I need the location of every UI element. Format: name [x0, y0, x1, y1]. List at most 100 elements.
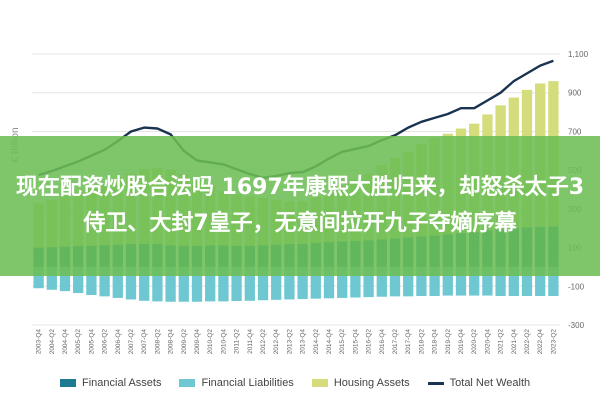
bar-financial-assets [350, 240, 361, 267]
bar-financial-liabilities [165, 266, 176, 302]
bar-financial-liabilities [218, 266, 229, 302]
bar-financial-assets [205, 245, 216, 267]
bar-financial-assets [139, 243, 150, 267]
bar-financial-liabilities [59, 266, 71, 292]
x-tick-label: 2017-Q4 [405, 329, 412, 355]
legend-item[interactable]: Financial Assets [60, 377, 161, 389]
bar-financial-liabilities [86, 266, 97, 295]
bar-financial-liabilities [284, 266, 295, 300]
x-tick-label: 2007-Q4 [141, 329, 148, 355]
bar-financial-assets [284, 244, 295, 267]
bar-financial-assets [297, 243, 308, 267]
bar-financial-assets [442, 234, 453, 267]
y-tick-label: 700 [568, 127, 582, 136]
y-axis: -300 -100 100 300 500 700 900 1,100 [568, 50, 589, 330]
legend-item[interactable]: Total Net Wealth [427, 377, 531, 389]
x-tick-label: 2010-Q2 [207, 329, 214, 355]
bar-financial-assets [152, 244, 163, 267]
y-tick-label: 900 [568, 89, 582, 98]
x-tick-label: 2015-Q2 [339, 329, 346, 355]
x-tick-label: 2008-Q2 [154, 329, 161, 355]
bar-financial-assets [86, 245, 97, 267]
bar-financial-liabilities [46, 266, 57, 290]
bar-financial-assets [244, 245, 255, 267]
y-tick-label: 500 [568, 166, 582, 175]
bar-financial-liabilities [442, 266, 453, 296]
bar-financial-assets [257, 245, 269, 267]
x-tick-label: 2005-Q4 [88, 329, 95, 355]
legend-label: Total Net Wealth [449, 377, 531, 389]
bar-financial-assets [112, 244, 123, 267]
bar-financial-assets [429, 235, 440, 267]
bar-financial-assets [403, 237, 414, 267]
bar-financial-assets [521, 227, 533, 267]
bar-housing-assets [297, 201, 308, 244]
bar-financial-liabilities [244, 266, 255, 301]
bar-housing-assets [403, 151, 414, 238]
legend-swatch [427, 381, 444, 385]
bar-housing-assets [535, 83, 546, 227]
bar-housing-assets [495, 105, 506, 230]
bar-financial-assets [535, 226, 546, 267]
x-tick-label: 2016-Q2 [366, 329, 373, 355]
legend-item[interactable]: Financial Liabilities [179, 377, 294, 389]
bar-financial-assets [46, 247, 57, 267]
bar-housing-assets [337, 186, 348, 242]
bar-financial-liabilities [152, 266, 163, 302]
x-tick-label: 2012-Q2 [260, 329, 267, 355]
bar-financial-assets [99, 245, 110, 267]
bar-financial-assets [508, 228, 519, 267]
bar-financial-assets [218, 245, 229, 267]
bar-housing-assets [482, 114, 493, 231]
bar-housing-assets [73, 192, 84, 247]
x-tick-label: 2020-Q4 [484, 329, 491, 355]
bar-financial-assets [310, 242, 321, 267]
bar-housing-assets [178, 174, 189, 247]
bar-housing-assets [257, 197, 269, 246]
bar-housing-assets [125, 173, 137, 245]
legend-label: Financial Liabilities [201, 377, 294, 389]
bar-housing-assets [46, 199, 57, 248]
bar-financial-liabilities [548, 266, 559, 296]
bar-financial-liabilities [455, 266, 467, 296]
bar-housing-assets [508, 97, 519, 229]
bar-housing-assets [244, 196, 255, 246]
bar-financial-assets [271, 244, 282, 267]
bar-financial-liabilities [73, 266, 84, 294]
bar-financial-liabilities [337, 266, 348, 298]
bar-financial-liabilities [297, 266, 308, 300]
bar-financial-liabilities [310, 266, 321, 299]
bar-financial-liabilities [403, 266, 414, 297]
x-tick-label: 2010-Q4 [220, 329, 227, 355]
bar-financial-liabilities [429, 266, 440, 296]
bar-financial-assets [469, 232, 480, 267]
bar-financial-liabilities [33, 266, 44, 289]
x-tick-label: 2006-Q4 [115, 329, 122, 355]
bar-financial-assets [495, 229, 506, 267]
legend-label: Housing Assets [333, 377, 410, 389]
bar-series [33, 81, 559, 302]
bar-financial-assets [337, 241, 348, 267]
bar-financial-liabilities [482, 266, 493, 296]
bar-housing-assets [376, 164, 387, 240]
x-tick-label: 2004-Q4 [62, 329, 69, 355]
bar-financial-liabilities [178, 266, 189, 302]
bar-financial-liabilities [191, 266, 203, 302]
bar-housing-assets [139, 169, 150, 244]
x-tick-label: 2022-Q4 [537, 329, 544, 355]
chart-legend: Financial Assets Financial Liabilities Hou… [60, 373, 580, 393]
bar-housing-assets [429, 137, 440, 236]
x-tick-label: 2011-Q2 [234, 329, 241, 354]
x-tick-label: 2012-Q4 [273, 329, 280, 355]
bar-financial-assets [455, 233, 467, 267]
legend-item[interactable]: Housing Assets [311, 377, 410, 389]
x-tick-label: 2021-Q4 [511, 329, 518, 355]
grid-lines [32, 53, 560, 326]
x-tick-label: 2009-Q4 [194, 329, 201, 355]
bar-financial-assets [389, 238, 401, 267]
x-tick-label: 2014-Q4 [326, 329, 333, 355]
bar-housing-assets [205, 186, 216, 246]
bar-financial-assets [548, 226, 559, 267]
bar-financial-assets [33, 247, 44, 267]
